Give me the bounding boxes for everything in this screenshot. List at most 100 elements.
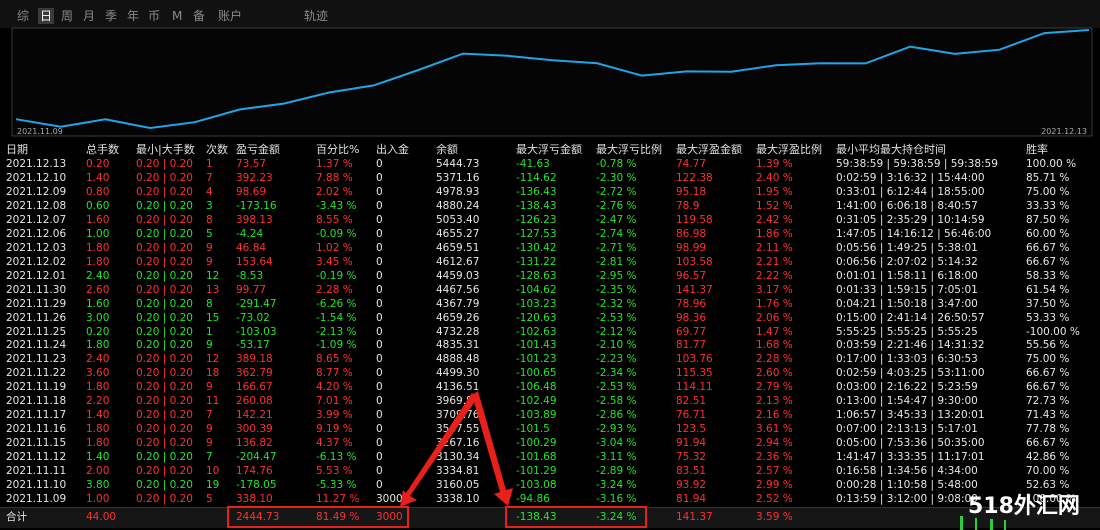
table-cell: -128.63 <box>516 269 557 282</box>
table-cell: 2.60 % <box>756 367 793 380</box>
table-cell: -2.30 % <box>596 171 637 184</box>
table-cell: 0.20 | 0.20 <box>136 199 193 212</box>
balance-line <box>15 29 1090 130</box>
table-cell: 2.16 % <box>756 409 793 422</box>
table-cell: -5.33 % <box>316 479 357 492</box>
table-cell: 69.77 <box>676 325 707 338</box>
table-cell: 1.02 % <box>316 241 353 254</box>
table-cell: 0:16:58 | 1:34:56 | 4:34:00 <box>836 465 978 478</box>
table-cell: 3.60 <box>86 367 110 380</box>
tab[interactable]: 账户 <box>218 9 243 23</box>
table-cell: -106.48 <box>516 381 557 394</box>
table-cell: 0 <box>376 325 383 338</box>
table-cell: 0.20 | 0.20 <box>136 185 193 198</box>
table-cell: 0.20 | 0.20 <box>136 269 193 282</box>
table-cell: -2.81 % <box>596 255 637 268</box>
trace-tab[interactable]: 轨迹 <box>304 9 329 23</box>
tab[interactable]: 季 <box>105 9 118 23</box>
table-cell: 11.27 % <box>316 493 360 506</box>
table-cell: -178.05 <box>236 479 277 492</box>
table-cell: -2.76 % <box>596 199 637 212</box>
column-header: 最大浮亏比例 <box>596 143 662 156</box>
table-cell: 7.01 % <box>316 395 353 408</box>
table-cell: 66.67 % <box>1026 367 1070 380</box>
table-cell: 3334.81 <box>436 465 480 478</box>
table-cell: 9 <box>206 437 213 450</box>
table-cell: 4978.93 <box>436 185 480 198</box>
table-cell: 78.9 <box>676 199 700 212</box>
table-cell: 0 <box>376 213 383 226</box>
column-header: 胜率 <box>1026 143 1048 156</box>
table-cell: 2.28 % <box>756 353 793 366</box>
table-cell: 3 <box>206 199 213 212</box>
table-cell: -100.00 % <box>1026 325 1080 338</box>
table-cell: 55.56 % <box>1026 339 1070 352</box>
table-cell: -2.72 % <box>596 185 637 198</box>
tab[interactable]: 日 <box>38 8 55 24</box>
table-cell: 0.20 | 0.20 <box>136 158 193 170</box>
tab[interactable]: 月 <box>83 9 96 23</box>
table-cell: 2021.12.03 <box>6 241 67 254</box>
table-cell: 2021.12.02 <box>6 255 67 268</box>
table-cell: 1.80 <box>86 423 110 436</box>
table-cell: -2.32 % <box>596 297 637 310</box>
table-cell: 0 <box>376 479 383 492</box>
table-cell: -291.47 <box>236 297 277 310</box>
table-cell: -0.09 % <box>316 227 357 240</box>
table-cell: -136.43 <box>516 185 557 198</box>
table-cell: 70.00 % <box>1026 465 1070 478</box>
table-cell: 0 <box>376 409 383 422</box>
tab[interactable]: M <box>172 9 183 23</box>
table-cell: 0.20 | 0.20 <box>136 283 193 296</box>
table-cell: 1.00 <box>86 227 110 240</box>
tab[interactable]: 周 <box>61 9 74 23</box>
table-cell: -120.63 <box>516 311 557 324</box>
table-cell: 0:01:33 | 1:59:15 | 7:05:01 <box>836 283 978 296</box>
table-cell: 3.99 % <box>316 409 353 422</box>
table-cell: 61.54 % <box>1026 283 1070 296</box>
table-cell: 37.50 % <box>1026 297 1070 310</box>
table-cell: 0:03:59 | 2:21:46 | 14:31:32 <box>836 339 985 352</box>
total-cell: 3.59 % <box>756 511 793 523</box>
table-cell: -138.43 <box>516 199 557 212</box>
table-cell: 0.20 | 0.20 <box>136 479 193 492</box>
table-cell: 3160.05 <box>436 479 480 492</box>
table-cell: -101.68 <box>516 451 557 464</box>
table-cell: 4835.31 <box>436 339 480 352</box>
table-cell: 0.20 | 0.20 <box>136 325 193 338</box>
table-cell: 9 <box>206 423 213 436</box>
table-cell: -73.02 <box>236 311 270 324</box>
tab[interactable]: 币 <box>148 9 161 23</box>
table-cell: 0.20 | 0.20 <box>136 437 193 450</box>
table-cell: 2.20 <box>86 395 110 408</box>
table-cell: 260.08 <box>236 395 273 408</box>
tab[interactable]: 年 <box>127 9 140 23</box>
table-cell: 4.20 % <box>316 381 353 394</box>
table-cell: 99.77 <box>236 283 267 296</box>
column-header: 最大浮盈比例 <box>756 143 822 156</box>
table-cell: 4459.03 <box>436 269 480 282</box>
table-cell: 3.17 % <box>756 283 793 296</box>
table-cell: 2021.12.09 <box>6 185 67 198</box>
table-cell: 5371.16 <box>436 171 480 184</box>
table-cell: 0 <box>376 255 383 268</box>
table-cell: 0.20 | 0.20 <box>136 409 193 422</box>
table-cell: 0 <box>376 199 383 212</box>
table-cell: 98.36 <box>676 311 707 324</box>
table-cell: 0.20 | 0.20 <box>136 493 193 506</box>
table-cell: 2021.11.19 <box>6 381 67 394</box>
table-cell: 9.19 % <box>316 423 353 436</box>
table-cell: 0.20 | 0.20 <box>136 241 193 254</box>
table-cell: 2.94 % <box>756 437 793 450</box>
table-cell: -94.86 <box>516 493 550 506</box>
table-cell: -2.74 % <box>596 227 637 240</box>
table-cell: 4659.51 <box>436 241 480 254</box>
table-cell: 4612.67 <box>436 255 480 268</box>
table-cell: -127.53 <box>516 227 557 240</box>
table-cell: 0:01:01 | 1:58:11 | 6:18:00 <box>836 269 978 282</box>
tab[interactable]: 备 <box>193 9 206 23</box>
table-cell: 15 <box>206 311 220 324</box>
tab[interactable]: 综 <box>17 9 30 23</box>
table-cell: 4136.51 <box>436 381 480 394</box>
table-cell: 7.88 % <box>316 171 353 184</box>
